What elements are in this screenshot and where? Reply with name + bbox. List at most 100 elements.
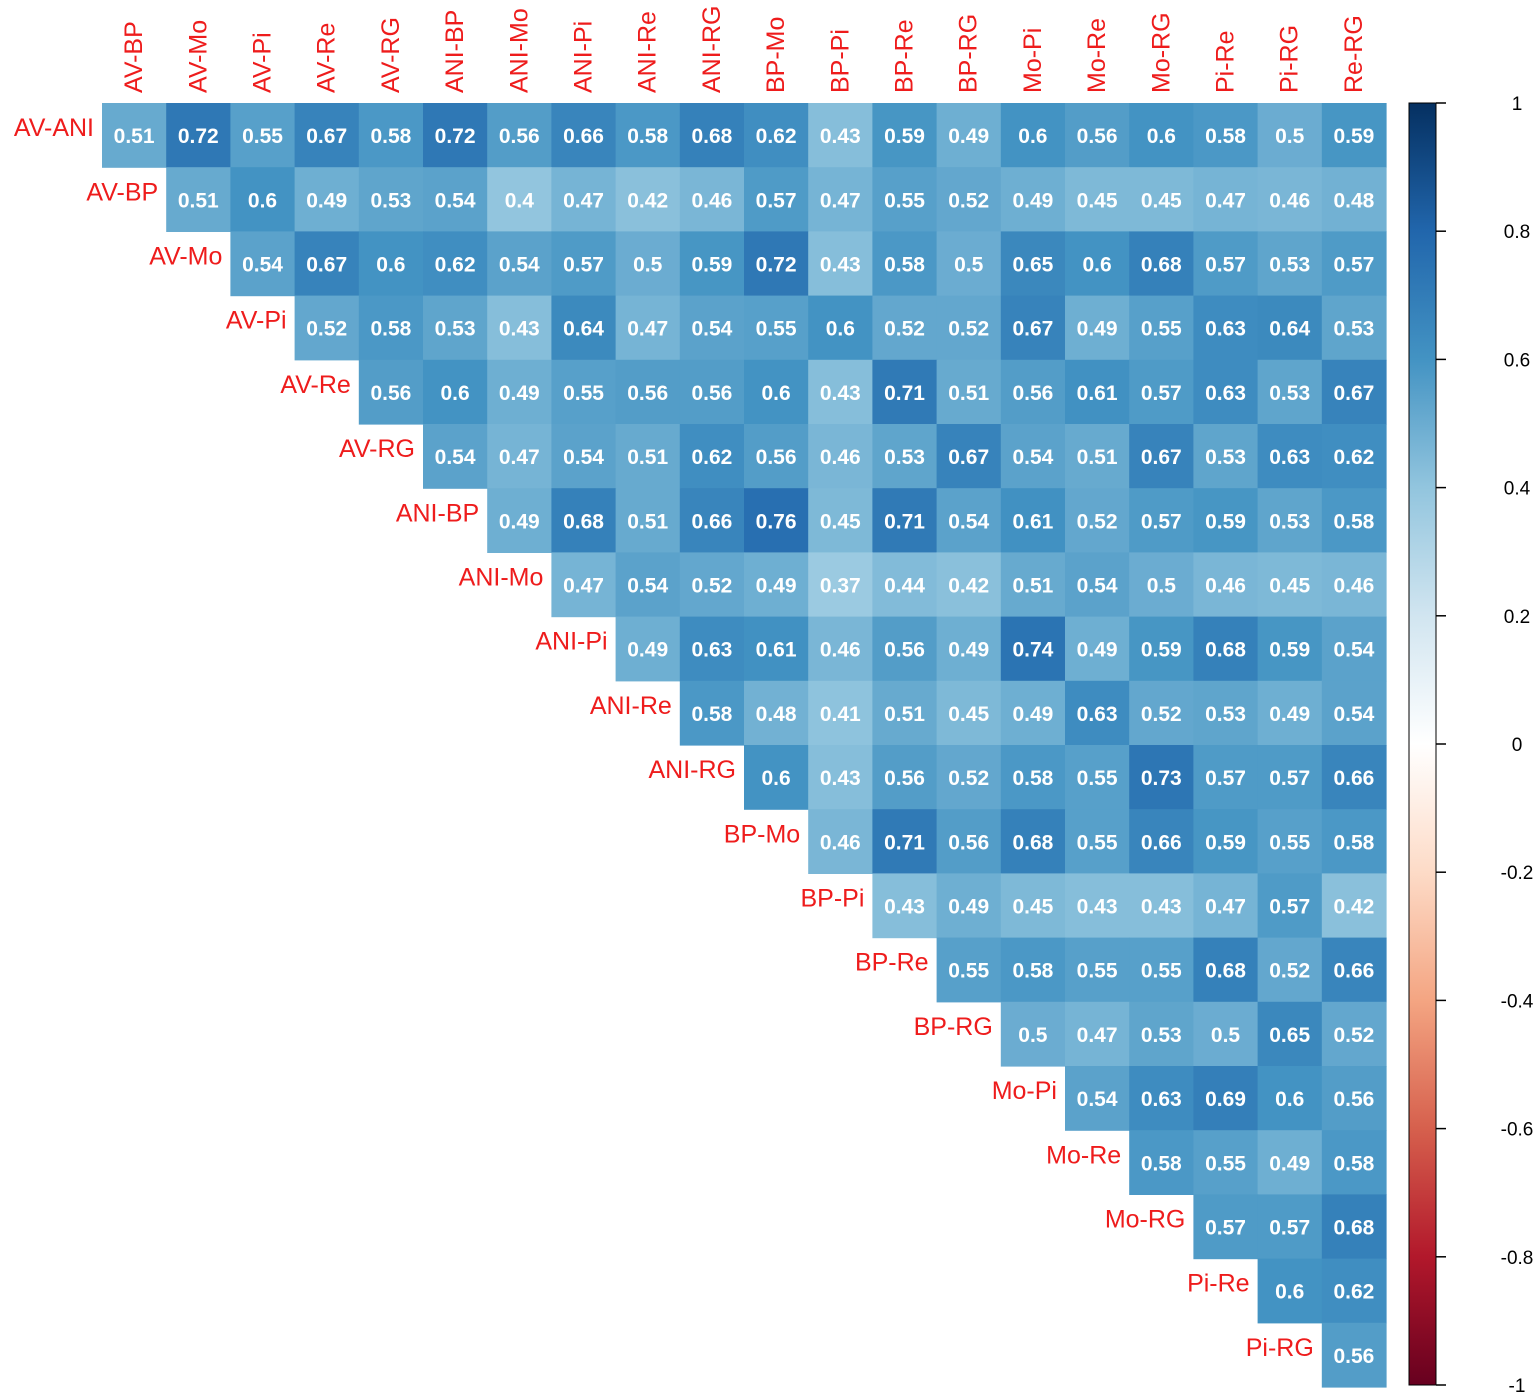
heatmap-cell (1257, 1066, 1323, 1131)
heatmap-cells: 0.51 0.72 0.55 0.67 0.58 0.72 0.56 0.66 0.58 0.68… (102, 103, 1387, 1388)
cell-value-label: 0.62 (1333, 1281, 1374, 1304)
colorbar-scale (1408, 102, 1437, 1386)
heatmap-cell (487, 488, 552, 553)
row-label: Mo-Re (1046, 1141, 1121, 1169)
heatmap-cell (230, 167, 296, 232)
heatmap-cell (551, 552, 617, 618)
heatmap-cell (1193, 488, 1259, 553)
heatmap-cell (1193, 1001, 1259, 1067)
heatmap-cell (936, 809, 1002, 874)
heatmap-cell (1193, 231, 1259, 297)
heatmap-cell (1321, 809, 1387, 874)
cell-value-label: 0.57 (563, 254, 604, 277)
heatmap-cell (1257, 616, 1323, 682)
cell-value-label: 0.52 (1269, 960, 1310, 983)
cell-value-label: 0.6 (761, 382, 790, 405)
heatmap-cell (808, 359, 873, 425)
column-label: AV-Mo (184, 20, 212, 93)
heatmap-cell (936, 295, 1002, 361)
heatmap-cell (1065, 1001, 1130, 1067)
cell-value-label: 0.47 (1205, 896, 1246, 919)
cell-value-label: 0.55 (1269, 831, 1310, 854)
cell-value-label: 0.58 (370, 318, 411, 341)
heatmap-cell (1257, 488, 1323, 553)
heatmap-cell (808, 167, 873, 232)
cell-value-label: 0.56 (1333, 1088, 1374, 1111)
heatmap-cell (872, 745, 938, 810)
cell-value-label: 0.56 (1077, 125, 1118, 148)
cell-value-label: 0.56 (1012, 382, 1053, 405)
heatmap-cell (744, 231, 809, 297)
heatmap-cell (166, 103, 231, 168)
heatmap-cell (1000, 424, 1066, 489)
cell-value-label: 0.52 (948, 189, 989, 212)
heatmap-cell (1000, 937, 1066, 1003)
row-labels: AV-ANI AV-BP AV-Mo AV-Pi AV-Re AV-RG ANI-BP ANI… (14, 114, 1314, 1362)
heatmap-cell (615, 616, 681, 682)
cell-value-label: 0.62 (1333, 446, 1374, 469)
heatmap-cell (1257, 873, 1323, 939)
column-label: ANI-Re (634, 11, 662, 93)
heatmap-cell (1065, 167, 1130, 232)
cell-value-label: 0.48 (1333, 189, 1374, 212)
cell-value-label: 0.64 (563, 318, 604, 341)
cell-value-label: 0.58 (1012, 960, 1053, 983)
cell-value-label: 0.55 (948, 960, 989, 983)
heatmap-cell (744, 488, 809, 553)
cell-value-label: 0.55 (1077, 831, 1118, 854)
heatmap-cell (230, 231, 296, 297)
heatmap-cell (808, 680, 873, 746)
cell-value-label: 0.58 (627, 125, 668, 148)
heatmap-cell (936, 745, 1002, 810)
heatmap-cell (936, 680, 1002, 746)
heatmap-cell (1193, 680, 1259, 746)
heatmap-cell (1257, 359, 1323, 425)
heatmap-cell (872, 295, 938, 361)
colorbar-tick-label: 0.8 (1504, 222, 1530, 243)
cell-value-label: 0.76 (756, 510, 797, 533)
cell-value-label: 0.49 (1012, 189, 1053, 212)
heatmap-cell (1065, 680, 1130, 746)
cell-value-label: 0.46 (820, 446, 861, 469)
colorbar-tick-label: 0.6 (1504, 350, 1530, 371)
cell-value-label: 0.51 (627, 446, 668, 469)
column-label: Mo-RG (1147, 12, 1175, 93)
heatmap-cell (1257, 231, 1323, 297)
heatmap-cell (1129, 359, 1194, 425)
cell-value-label: 0.66 (1141, 831, 1182, 854)
heatmap-cell (487, 295, 552, 361)
cell-value-label: 0.59 (1205, 831, 1246, 854)
heatmap-cell (1257, 167, 1323, 232)
cell-value-label: 0.5 (954, 254, 984, 277)
cell-value-label: 0.6 (1018, 125, 1047, 148)
heatmap-cell (1321, 1258, 1387, 1324)
heatmap-cell (1257, 424, 1323, 489)
cell-value-label: 0.67 (948, 446, 989, 469)
column-label: BP-RG (955, 14, 983, 93)
cell-value-label: 0.67 (306, 254, 347, 277)
cell-value-label: 0.52 (306, 318, 347, 341)
heatmap-cell (1321, 937, 1387, 1003)
heatmap-cell (1129, 167, 1194, 232)
cell-value-label: 0.52 (1141, 703, 1182, 726)
heatmap-cell (1257, 552, 1323, 618)
cell-value-label: 0.44 (884, 575, 925, 598)
cell-value-label: 0.55 (884, 189, 925, 212)
heatmap-cell (679, 616, 745, 682)
heatmap-cell (358, 295, 424, 361)
row-label: AV-BP (86, 178, 158, 206)
cell-value-label: 0.53 (1205, 703, 1246, 726)
cell-value-label: 0.43 (1077, 896, 1118, 919)
cell-value-label: 0.55 (1205, 1152, 1246, 1175)
heatmap-cell (808, 424, 873, 489)
cell-value-label: 0.51 (1012, 575, 1053, 598)
cell-value-label: 0.47 (627, 318, 668, 341)
heatmap-cell (551, 488, 617, 553)
heatmap-cell (744, 680, 809, 746)
cell-value-label: 0.56 (948, 831, 989, 854)
cell-value-label: 0.66 (1333, 767, 1374, 790)
cell-value-label: 0.53 (435, 318, 476, 341)
cell-value-label: 0.6 (376, 254, 405, 277)
heatmap-cell (872, 873, 938, 939)
row-label: ANI-BP (396, 499, 479, 527)
